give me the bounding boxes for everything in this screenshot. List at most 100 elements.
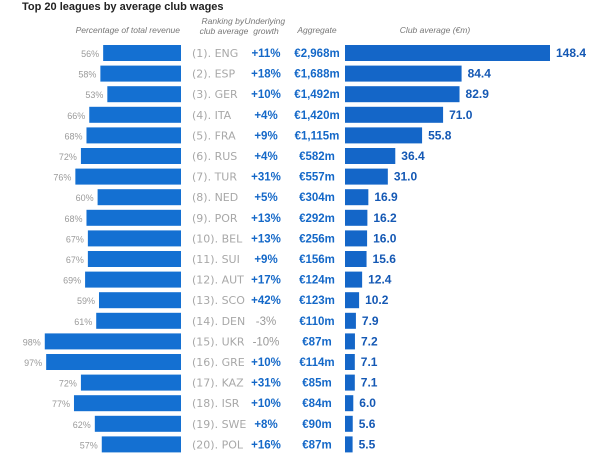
- pct-revenue-label: 59%: [77, 296, 95, 306]
- pct-revenue-label: 60%: [76, 193, 94, 203]
- aggregate-label: €84m: [302, 398, 331, 410]
- growth-label: +10%: [251, 357, 281, 369]
- aggregate-label: €256m: [299, 233, 335, 245]
- ranking-label: (5). FRA: [192, 129, 236, 142]
- growth-label: +13%: [251, 213, 281, 225]
- aggregate-label: €2,968m: [294, 48, 339, 60]
- ranking-label: (6). RUS: [192, 150, 237, 163]
- aggregate-label: €87m: [302, 336, 331, 348]
- club-average-bar: [345, 271, 363, 288]
- pct-revenue-bar: [87, 251, 181, 267]
- pct-revenue-label: 97%: [24, 358, 42, 368]
- club-average-bar: [345, 230, 368, 247]
- pct-revenue-bar: [87, 230, 181, 247]
- club-average-label: 12.4: [368, 273, 392, 287]
- club-average-label: 16.9: [374, 190, 398, 204]
- growth-label: +9%: [254, 254, 277, 266]
- pct-revenue-label: 67%: [66, 234, 84, 244]
- club-average-label: 16.0: [373, 231, 397, 245]
- club-average-bar: [345, 292, 360, 309]
- club-average-bar: [345, 333, 355, 350]
- chart-rows: 56% (1). ENG +11% €2,968m 148.4 58% (2). ESP +1…: [23, 45, 586, 453]
- pct-revenue-label: 56%: [81, 49, 99, 59]
- ranking-label: (17). KAZ: [192, 377, 244, 390]
- pct-revenue-bar: [86, 127, 181, 144]
- club-average-bar: [345, 127, 423, 144]
- club-average-label: 15.6: [373, 252, 397, 266]
- ranking-label: (10). BEL: [192, 232, 243, 245]
- growth-label: +10%: [251, 398, 281, 410]
- chart-title: Top 20 leagues by average club wages: [22, 1, 224, 13]
- club-average-label: 82.9: [466, 87, 490, 101]
- ranking-label: (19). SWE: [192, 418, 246, 431]
- club-average-label: 10.2: [365, 293, 389, 307]
- pct-revenue-label: 72%: [59, 152, 77, 162]
- aggregate-label: €123m: [299, 295, 335, 307]
- header-aggregate: Aggregate: [296, 25, 336, 35]
- club-average-label: 7.1: [361, 355, 378, 369]
- aggregate-label: €124m: [299, 275, 335, 287]
- aggregate-label: €292m: [299, 213, 335, 225]
- club-average-bar: [345, 395, 354, 412]
- club-average-label: 55.8: [428, 128, 452, 142]
- pct-revenue-label: 68%: [64, 214, 82, 224]
- club-average-bar: [345, 65, 462, 82]
- pct-revenue-bar: [100, 65, 181, 82]
- club-average-label: 5.5: [359, 437, 376, 451]
- club-average-label: 5.6: [359, 417, 376, 431]
- growth-label: +31%: [251, 378, 281, 390]
- growth-label: +4%: [254, 151, 277, 163]
- ranking-label: (12). AUT: [192, 274, 244, 287]
- club-average-bar: [345, 354, 355, 370]
- club-average-bar: [345, 415, 353, 432]
- aggregate-label: €1,492m: [294, 89, 339, 101]
- club-average-label: 31.0: [394, 170, 418, 184]
- club-average-label: 36.4: [401, 149, 425, 163]
- pct-revenue-label: 68%: [64, 131, 82, 141]
- club-average-label: 71.0: [449, 108, 473, 122]
- growth-label: +11%: [251, 48, 280, 60]
- growth-label: +16%: [251, 439, 281, 451]
- ranking-label: (7). TUR: [192, 171, 237, 184]
- ranking-label: (13). SCO: [192, 294, 245, 307]
- club-average-bar: [345, 45, 550, 61]
- growth-label: -10%: [253, 336, 280, 348]
- pct-revenue-bar: [44, 333, 181, 350]
- club-average-bar: [345, 209, 368, 226]
- growth-label: +8%: [254, 419, 277, 431]
- club-average-label: 6.0: [359, 396, 376, 410]
- growth-label: +5%: [254, 192, 277, 204]
- ranking-label: (3). GER: [192, 88, 238, 101]
- header-club-average: Club average (€m): [400, 25, 471, 35]
- pct-revenue-bar: [89, 106, 181, 123]
- club-average-bar: [345, 436, 353, 453]
- pct-revenue-label: 72%: [59, 379, 77, 389]
- club-average-bar: [345, 251, 367, 267]
- pct-revenue-label: 66%: [67, 111, 85, 121]
- aggregate-label: €85m: [302, 378, 331, 390]
- growth-label: +31%: [251, 172, 281, 184]
- ranking-label: (14). DEN: [192, 315, 245, 328]
- club-average-label: 84.4: [468, 67, 492, 81]
- club-average-bar: [345, 168, 388, 185]
- pct-revenue-label: 69%: [63, 276, 81, 286]
- pct-revenue-label: 77%: [52, 399, 70, 409]
- growth-label: +42%: [251, 295, 281, 307]
- club-average-bar: [345, 312, 356, 329]
- ranking-label: (4). ITA: [192, 109, 232, 122]
- club-average-label: 148.4: [556, 46, 586, 60]
- pct-revenue-label: 61%: [74, 317, 92, 327]
- aggregate-label: €582m: [299, 151, 335, 163]
- growth-label: +13%: [251, 233, 281, 245]
- growth-label: -3%: [256, 316, 276, 328]
- club-average-bar: [345, 106, 444, 123]
- ranking-label: (1). ENG: [192, 47, 238, 60]
- pct-revenue-label: 76%: [53, 173, 71, 183]
- pct-revenue-label: 62%: [73, 420, 91, 430]
- pct-revenue-bar: [94, 415, 181, 432]
- pct-revenue-bar: [101, 436, 181, 453]
- pct-revenue-label: 58%: [78, 70, 96, 80]
- club-average-bar: [345, 86, 460, 103]
- aggregate-label: €110m: [299, 316, 334, 328]
